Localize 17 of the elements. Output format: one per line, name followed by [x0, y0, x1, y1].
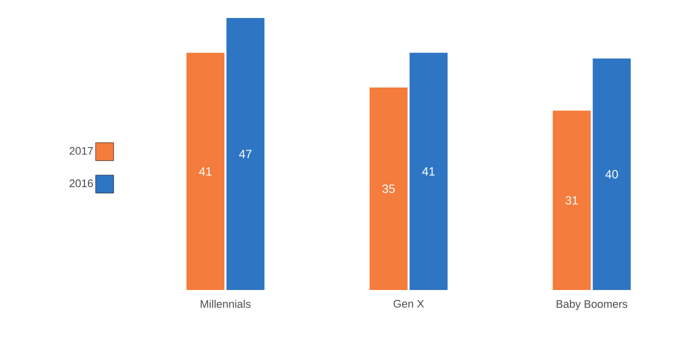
bar — [370, 87, 408, 290]
legend-label: 2017 — [70, 147, 93, 155]
data-label: 41 — [422, 167, 435, 176]
data-label: 40 — [605, 170, 618, 178]
bar — [552, 110, 591, 290]
x-tick-label: Baby Boomers — [556, 300, 628, 310]
data-label: 35 — [382, 184, 395, 193]
bar — [410, 52, 448, 290]
data-label: 31 — [566, 196, 578, 205]
bar — [186, 52, 224, 290]
bar — [226, 18, 264, 290]
legend-label: 2016 — [70, 179, 93, 188]
data-label: 47 — [239, 150, 252, 158]
data-label: 41 — [199, 167, 212, 176]
bar — [592, 58, 631, 290]
x-tick-label: Millennials — [200, 300, 251, 308]
x-tick-label: Gen X — [394, 300, 424, 308]
